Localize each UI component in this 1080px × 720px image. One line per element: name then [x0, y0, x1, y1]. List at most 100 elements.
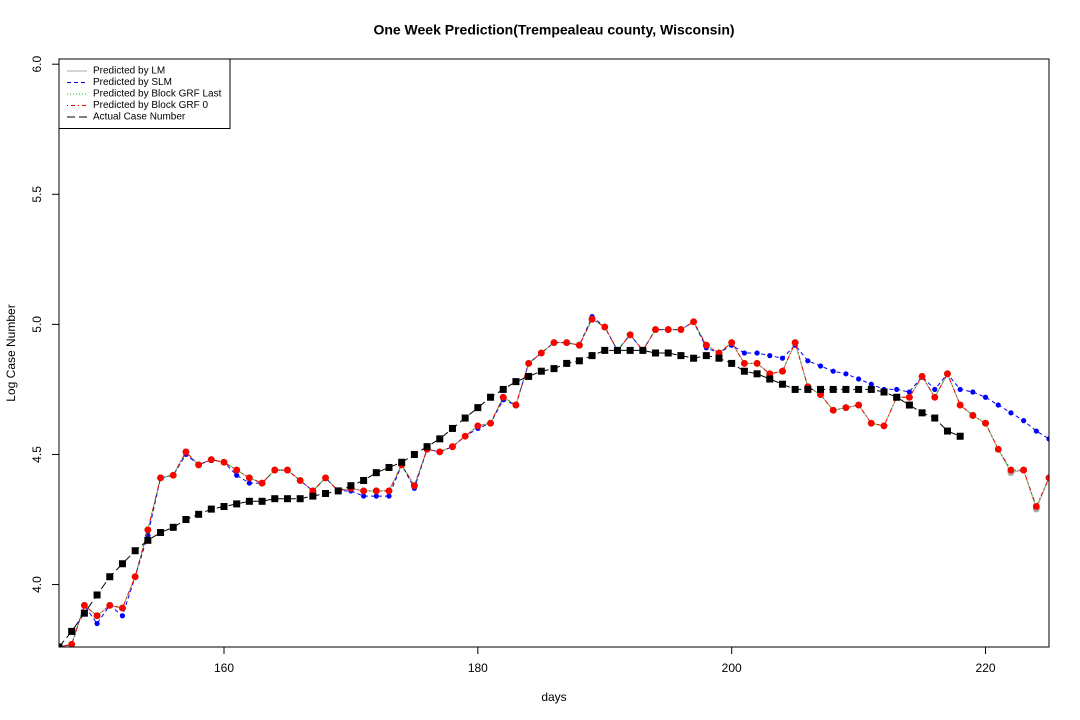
data-point	[385, 487, 393, 495]
data-point	[474, 422, 482, 430]
data-point	[360, 487, 368, 495]
data-point	[652, 326, 659, 333]
data-point	[932, 386, 938, 393]
data-point	[80, 609, 88, 617]
data-point	[347, 482, 355, 490]
data-point	[969, 412, 977, 419]
data-point	[957, 386, 963, 393]
data-point	[588, 352, 596, 360]
chart-title: One Week Prediction(Trempealeau county, …	[373, 22, 734, 38]
data-point	[182, 516, 190, 524]
data-point	[372, 469, 380, 477]
data-point	[740, 360, 748, 367]
data-point	[728, 359, 736, 367]
data-point	[664, 326, 672, 333]
data-point	[1046, 436, 1049, 442]
data-point	[817, 363, 824, 369]
data-point	[118, 560, 126, 568]
data-point	[842, 404, 850, 412]
data-point	[385, 463, 393, 471]
data-point	[855, 385, 863, 393]
x-axis-label: days	[541, 690, 566, 704]
data-point	[1021, 418, 1027, 424]
data-point	[436, 435, 444, 443]
data-point	[258, 497, 266, 505]
data-point	[93, 612, 101, 620]
data-point	[817, 391, 824, 399]
plot-area	[59, 313, 1049, 647]
data-point	[245, 497, 253, 505]
data-point	[677, 326, 685, 333]
data-point	[677, 352, 685, 360]
data-point	[791, 339, 799, 346]
data-point	[931, 393, 939, 401]
data-point	[918, 373, 926, 380]
data-point	[106, 573, 114, 581]
data-point	[448, 424, 456, 432]
data-point	[830, 368, 836, 374]
data-point	[905, 393, 913, 401]
data-point	[664, 349, 672, 357]
y-tick-label: 6.0	[30, 56, 44, 73]
data-point	[410, 450, 418, 458]
data-point	[233, 466, 241, 474]
y-tick-label: 4.5	[30, 446, 44, 463]
data-point	[753, 370, 761, 378]
data-point	[805, 358, 811, 364]
data-point	[220, 458, 228, 466]
data-point	[182, 448, 190, 456]
data-point	[690, 318, 698, 326]
data-point	[855, 401, 863, 409]
data-point	[601, 323, 609, 331]
data-point	[487, 393, 495, 401]
data-point	[880, 388, 888, 396]
data-point	[537, 367, 545, 375]
data-point	[995, 402, 1001, 408]
data-point	[1045, 474, 1049, 482]
legend-label: Predicted by LM	[93, 66, 165, 77]
data-point	[970, 389, 976, 395]
data-point	[563, 359, 571, 367]
data-point	[943, 427, 951, 435]
data-point	[867, 419, 875, 427]
data-point	[956, 401, 964, 409]
y-axis-label: Log Case Number	[4, 304, 18, 401]
data-point	[537, 349, 545, 357]
data-point	[994, 445, 1002, 453]
data-point	[131, 573, 139, 581]
data-point	[119, 613, 126, 619]
data-point	[386, 493, 392, 499]
data-point	[804, 385, 812, 393]
data-point	[525, 372, 533, 380]
data-point	[767, 353, 773, 359]
y-tick-label: 5.0	[30, 316, 44, 333]
data-point	[856, 376, 862, 382]
data-point	[982, 394, 989, 400]
data-point	[741, 350, 747, 356]
data-point	[361, 493, 367, 499]
data-point	[283, 495, 291, 503]
data-point	[893, 393, 901, 401]
data-point	[1032, 503, 1040, 510]
data-point	[613, 346, 621, 354]
data-point	[918, 409, 926, 417]
data-point	[93, 591, 101, 599]
data-point	[436, 448, 444, 456]
data-point	[195, 461, 203, 469]
data-point	[588, 315, 596, 323]
x-tick-label: 180	[468, 661, 488, 675]
data-point	[550, 365, 558, 373]
data-point	[207, 505, 215, 513]
data-point	[791, 385, 799, 393]
legend-label: Predicted by Block GRF Last	[93, 89, 222, 100]
data-point	[956, 432, 964, 440]
data-point	[1008, 410, 1014, 416]
data-point	[842, 385, 850, 393]
data-point	[144, 526, 152, 534]
data-point	[499, 385, 507, 393]
data-point	[144, 536, 152, 544]
data-point	[906, 389, 912, 395]
data-point	[982, 419, 989, 427]
data-point	[894, 386, 900, 393]
